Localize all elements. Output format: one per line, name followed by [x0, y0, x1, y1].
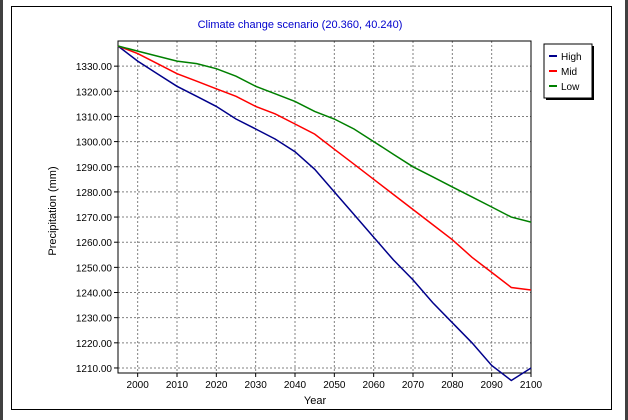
y-tick-label: 1220.00 — [76, 339, 113, 350]
y-tick-label: 1250.00 — [76, 263, 113, 274]
series-line-high — [117, 45, 532, 382]
plot-area-border — [117, 40, 532, 374]
x-tick-label: 2050 — [323, 380, 346, 391]
series-layer — [117, 45, 532, 382]
legend-label-high: High — [561, 52, 582, 63]
y-tick-label: 1230.00 — [76, 314, 113, 325]
legend: High Mid Low — [543, 43, 594, 100]
y-tick-label: 1240.00 — [76, 289, 113, 300]
y-tick-label: 1330.00 — [76, 62, 113, 73]
axes-layer: 2000 2010 2020 2030 2040 2050 2060 2070 2080 2090… — [76, 40, 543, 391]
x-tick-label: 2090 — [481, 380, 504, 391]
y-tick-label: 1290.00 — [76, 163, 113, 174]
x-tick-label: 2020 — [205, 380, 228, 391]
series-line-mid — [117, 45, 532, 291]
x-tick-label: 2060 — [363, 380, 386, 391]
x-tick-label: 2100 — [520, 380, 543, 391]
x-tick-label: 2000 — [127, 380, 150, 391]
y-tick-label: 1310.00 — [76, 112, 113, 123]
y-axis-label: Precipitation (mm) — [47, 166, 59, 255]
legend-label-low: Low — [561, 82, 580, 93]
x-tick-label: 2040 — [284, 380, 307, 391]
y-tick-label: 1300.00 — [76, 138, 113, 149]
y-tick-label: 1260.00 — [76, 238, 113, 249]
x-tick-label: 2080 — [441, 380, 464, 391]
y-tick-label: 1320.00 — [76, 87, 113, 98]
grid-layer — [118, 41, 532, 373]
chart-title: Climate change scenario (20.360, 40.240) — [198, 19, 403, 31]
legend-label-mid: Mid — [561, 67, 577, 78]
x-tick-label: 2010 — [166, 380, 189, 391]
x-tick-label: 2030 — [245, 380, 268, 391]
y-tick-label: 1210.00 — [76, 364, 113, 375]
y-tick-label: 1280.00 — [76, 188, 113, 199]
x-tick-label: 2070 — [402, 380, 425, 391]
series-line-low — [117, 45, 532, 223]
y-tick-label: 1270.00 — [76, 213, 113, 224]
x-axis-label: Year — [304, 395, 327, 407]
